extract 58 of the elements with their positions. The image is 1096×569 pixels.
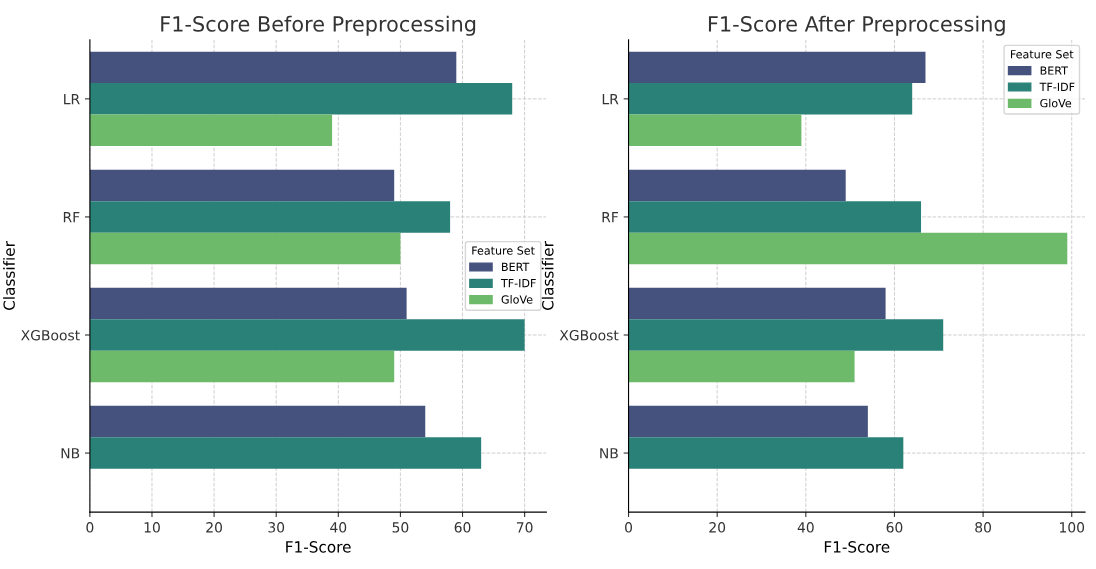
bar	[628, 114, 802, 147]
x-tick-label: 0	[86, 522, 94, 533]
legend-label: BERT	[1040, 66, 1069, 75]
bar	[89, 201, 451, 233]
chart-title: F1-Score Before Preprocessing	[161, 15, 476, 36]
x-tick-label: 50	[392, 522, 409, 533]
legend-title: Feature Set	[472, 246, 535, 255]
chart-title: F1-Score After Preprocessing	[708, 15, 1005, 36]
x-tick-label: 70	[516, 522, 533, 533]
x-tick-label: 30	[268, 522, 285, 533]
y-axis-title: Classifier	[3, 241, 15, 310]
y-tick-label: NB	[600, 448, 618, 459]
y-tick-label: LR	[602, 94, 619, 105]
x-tick-label: 80	[975, 522, 992, 533]
bar	[89, 83, 513, 115]
bar	[628, 319, 944, 351]
bar	[628, 83, 913, 115]
bar	[628, 201, 922, 233]
legend-label: GloVe	[501, 295, 533, 304]
bar	[89, 114, 333, 147]
bar	[628, 287, 886, 320]
y-tick-label: LR	[64, 94, 80, 105]
y-tick-label: XGBoost	[559, 329, 619, 341]
x-tick-label: 40	[797, 522, 814, 533]
x-axis-title: F1-Score	[286, 541, 351, 553]
bar	[89, 437, 482, 469]
x-tick-label: 40	[330, 522, 347, 533]
bar	[89, 232, 401, 265]
bar	[628, 437, 904, 469]
bar	[628, 232, 1068, 265]
bar	[628, 405, 868, 438]
bar	[89, 51, 457, 84]
bar	[89, 319, 525, 351]
x-tick-label: 20	[709, 522, 726, 533]
bar	[628, 51, 926, 84]
y-tick-label: XGBoost	[21, 329, 80, 341]
legend-title: Feature Set	[1010, 50, 1074, 59]
legend-label: TF-IDF	[1039, 82, 1075, 91]
bar	[628, 350, 855, 383]
bar	[89, 169, 395, 202]
x-tick-label: 0	[625, 522, 633, 533]
bar	[89, 287, 407, 320]
bar	[89, 350, 395, 383]
bar	[89, 405, 426, 438]
x-tick-label: 20	[206, 522, 222, 533]
y-axis-title: Classifier	[541, 241, 554, 310]
x-tick-label: 10	[144, 522, 160, 533]
bar	[628, 169, 846, 202]
legend-label: BERT	[502, 262, 530, 271]
y-tick-label: NB	[61, 448, 80, 459]
y-tick-label: RF	[602, 212, 619, 223]
legend-label: GloVe	[1040, 98, 1072, 108]
legend-label: TF-IDF	[500, 279, 536, 288]
x-tick-label: 60	[886, 522, 903, 533]
x-axis-title: F1-Score	[824, 541, 890, 553]
x-tick-label: 60	[454, 522, 471, 533]
y-tick-label: RF	[63, 212, 80, 223]
x-tick-label: 100	[1060, 522, 1085, 533]
